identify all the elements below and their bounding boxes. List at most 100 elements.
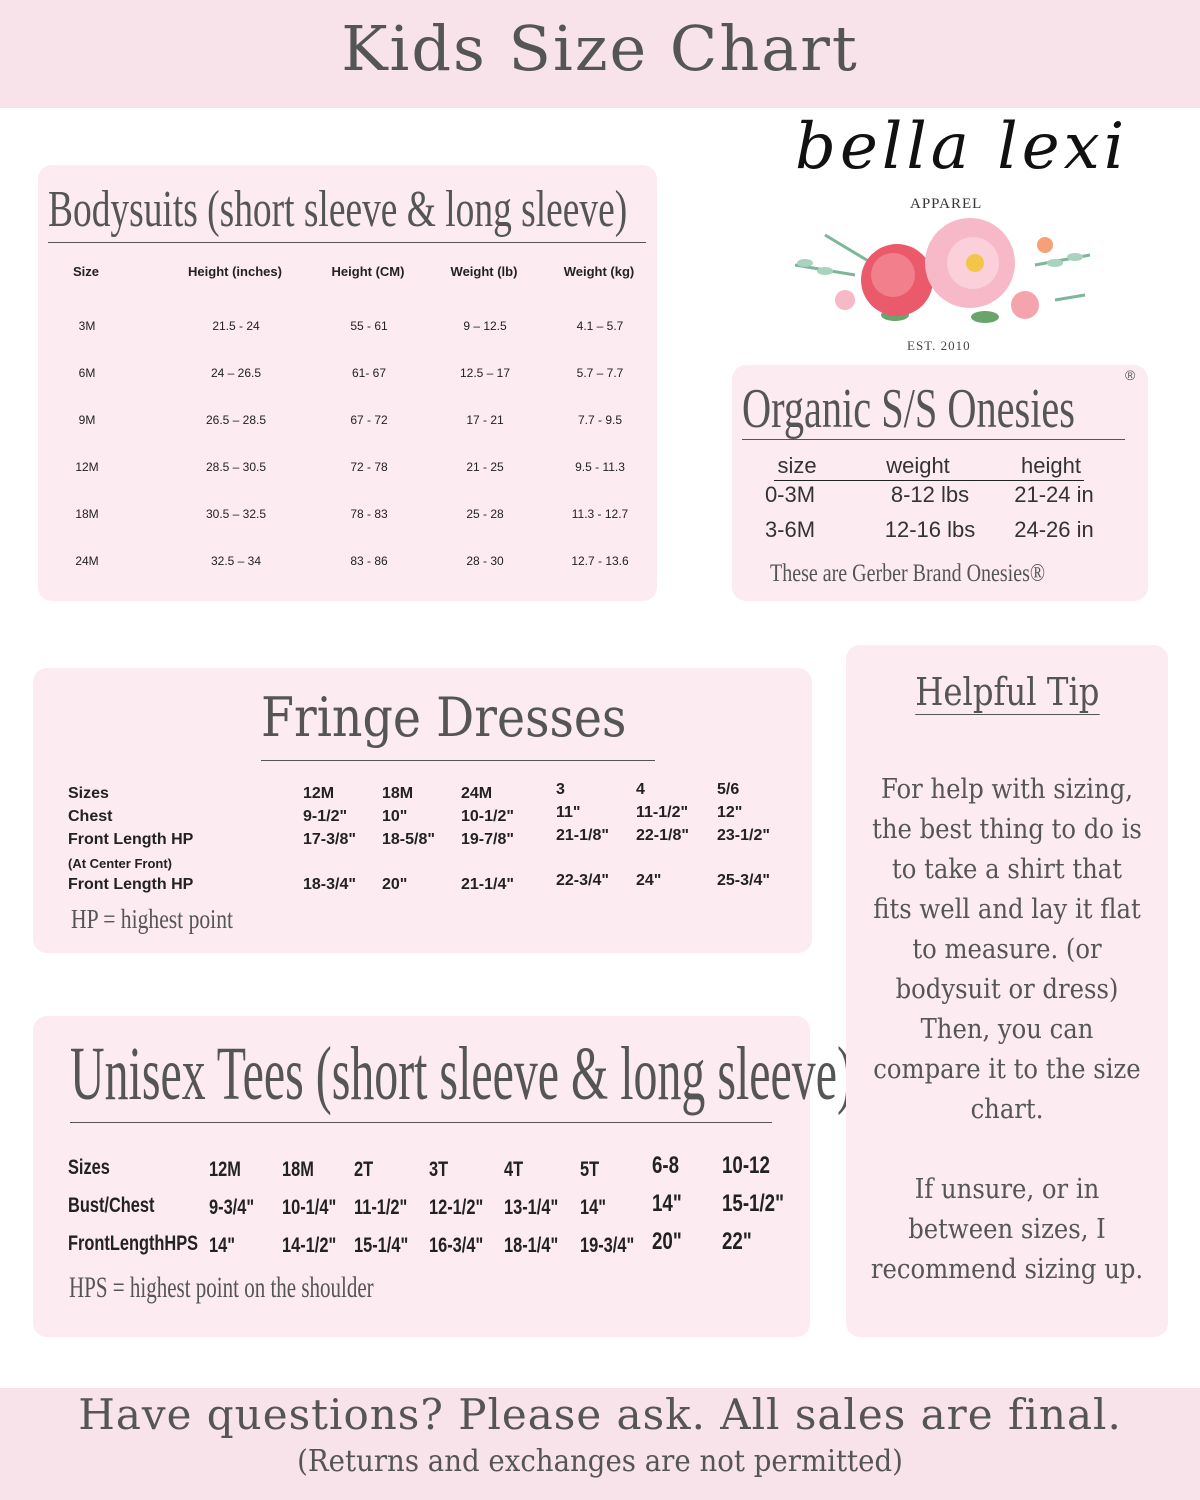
- table-cell: 32.5 – 34: [210, 554, 262, 568]
- tip-line: the best thing to do is: [872, 814, 1142, 845]
- table-cell: 4T: [504, 1158, 529, 1182]
- table-cell: 28.5 – 30.5: [205, 460, 267, 474]
- tip-line: chart.: [970, 1094, 1044, 1125]
- table-cell: 14": [580, 1196, 613, 1220]
- tip-line: Then, you can: [920, 1014, 1094, 1045]
- table-cell: 24M: [75, 554, 99, 568]
- tip-title: Helpful Tip: [914, 670, 1100, 715]
- cell-text: 4T: [504, 1158, 524, 1181]
- table-cell: 30.5 – 32.5: [205, 507, 267, 521]
- tip-line: recommend sizing up.: [870, 1254, 1144, 1285]
- cell-text: 16-3/4": [429, 1234, 484, 1257]
- table-cell: 67 - 72: [350, 413, 388, 427]
- table-cell: 21.5 - 24: [212, 319, 260, 333]
- table-cell: 10-12: [722, 1152, 783, 1180]
- table-row: 6M 24 – 26.5 61- 67 12.5 – 17 5.7 – 7.7: [38, 366, 657, 386]
- table-cell: 9-3/4": [209, 1196, 267, 1220]
- table-cell: 14": [209, 1234, 242, 1258]
- registered-mark: ®: [1125, 367, 1136, 383]
- table-row: 18M 30.5 – 32.5 78 - 83 25 - 28 11.3 - 12.7: [38, 507, 657, 527]
- logo-brand-text: bella lexi: [795, 110, 1129, 184]
- table-cell: 5.7 – 7.7: [576, 366, 624, 380]
- table-cell: 24 – 26.5: [210, 366, 262, 380]
- table-cell: 12M: [303, 785, 335, 802]
- fringe-panel: Fringe Dresses Sizes Chest Front Length HP…: [33, 668, 812, 953]
- table-cell: 18M: [75, 507, 99, 521]
- table-cell: 18-1/4": [504, 1234, 574, 1258]
- table-cell: 9 – 12.5: [463, 319, 507, 333]
- table-cell: 21-1/8": [556, 827, 609, 844]
- row-label: Sizes: [68, 785, 109, 802]
- table-cell: 28 - 30: [466, 554, 504, 568]
- cell-text: 2T: [354, 1158, 374, 1181]
- table-cell: 4: [636, 781, 645, 798]
- fringe-note: HP = highest point: [71, 904, 233, 934]
- table-row: 3M 21.5 - 24 55 - 61 9 – 12.5 4.1 – 5.7: [38, 319, 657, 339]
- cell-text: 22": [722, 1228, 752, 1255]
- tip-line: compare it to the size: [873, 1054, 1141, 1085]
- logo-apparel-text: APPAREL: [910, 196, 983, 212]
- table-row: 9M 26.5 – 28.5 67 - 72 17 - 21 7.7 - 9.5: [38, 413, 657, 433]
- row-label: Sizes: [68, 1156, 122, 1180]
- cell-text: 3T: [429, 1158, 449, 1181]
- bodysuits-panel: Bodysuits (short sleeve & long sleeve) S…: [38, 165, 657, 601]
- helpful-tip-panel: [846, 645, 1168, 1337]
- footer-main: Have questions? Please ask. All sales ar…: [78, 1390, 1122, 1439]
- cell-text: 19-3/4": [580, 1234, 635, 1257]
- table-cell: 78 - 83: [350, 507, 388, 521]
- tip-line: between sizes, I: [908, 1214, 1106, 1245]
- table-cell: 18-3/4": [303, 876, 356, 893]
- table-cell: 20": [382, 876, 408, 893]
- column-header: Weight (kg): [563, 264, 635, 279]
- table-cell: 23-1/2": [717, 827, 770, 844]
- brand-logo: bella lexi APPAREL EST. 2010: [785, 110, 1124, 360]
- table-cell: 0-3M: [764, 482, 816, 507]
- cell-text: 12-1/2": [429, 1196, 484, 1219]
- table-cell: 5T: [580, 1158, 605, 1182]
- cell-text: 15-1/4": [354, 1234, 409, 1257]
- table-cell: 22-1/8": [636, 827, 689, 844]
- table-row: 12M 28.5 – 30.5 72 - 78 21 - 25 9.5 - 11.3: [38, 460, 657, 480]
- table-cell: 25-3/4": [717, 872, 770, 889]
- table-cell: 19-3/4": [580, 1234, 650, 1258]
- table-cell: 12-1/2": [429, 1196, 499, 1220]
- table-cell: 55 - 61: [350, 319, 388, 333]
- table-cell: 13-1/4": [504, 1196, 574, 1220]
- table-cell: 15-1/4": [354, 1234, 424, 1258]
- table-cell: 12M: [209, 1158, 250, 1182]
- fringe-title: Fringe Dresses: [261, 686, 627, 749]
- table-cell: 21 - 25: [466, 460, 504, 474]
- tip-line: to measure. (or: [912, 934, 1102, 965]
- column-header: Height (inches): [188, 264, 282, 279]
- table-cell: 22-3/4": [556, 872, 609, 889]
- cell-text: 10-12: [722, 1152, 770, 1179]
- table-cell: 11.3 - 12.7: [571, 507, 629, 521]
- table-cell: 9.5 - 11.3: [575, 460, 625, 474]
- cell-text: 14-1/2": [282, 1234, 337, 1257]
- logo-est-text: EST. 2010: [907, 338, 971, 353]
- table-cell: 3T: [429, 1158, 454, 1182]
- table-cell: 7.7 - 9.5: [577, 413, 623, 427]
- column-header: Weight (lb): [450, 264, 518, 279]
- cell-text: 18M: [282, 1158, 314, 1181]
- table-cell: 10-1/4": [282, 1196, 352, 1220]
- table-cell: 11": [556, 804, 581, 821]
- onesies-note: These are Gerber Brand Onesies®: [770, 560, 1046, 587]
- row-label: FrontLengthHPS: [68, 1232, 235, 1256]
- table-cell: 6-8: [652, 1152, 687, 1180]
- title-underline: [742, 439, 1125, 440]
- footer-band: [0, 1388, 1200, 1500]
- row-label: Front Length HP: [68, 831, 194, 848]
- flower-bouquet-icon: [794, 218, 1091, 323]
- cell-text: 20": [652, 1228, 682, 1255]
- table-cell: 12.7 - 13.6: [571, 554, 629, 568]
- table-cell: 18M: [382, 785, 414, 802]
- cell-text: 18-1/4": [504, 1234, 559, 1257]
- table-cell: 9-1/2": [303, 808, 348, 825]
- table-cell: 61- 67: [351, 366, 387, 380]
- onesies-panel: Organic S/S Onesies ® size weight height 0-…: [732, 365, 1148, 601]
- table-cell: 6M: [78, 366, 96, 380]
- table-cell: 24M: [461, 785, 493, 802]
- table-cell: 10": [382, 808, 408, 825]
- onesies-header-underline: [774, 480, 1084, 481]
